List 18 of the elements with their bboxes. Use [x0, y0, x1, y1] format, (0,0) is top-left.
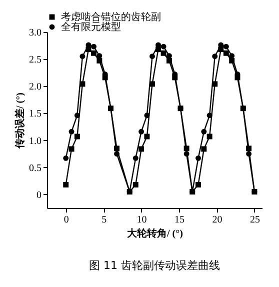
y-axis-title: 传动误差/ (°): [14, 92, 26, 150]
y-tick-label: 2.5: [29, 54, 42, 66]
x-tick-label: 20: [212, 214, 222, 226]
y-tick-label: 1.0: [29, 136, 42, 147]
legend-label: 全有限元模型: [61, 21, 121, 33]
y-tick-label: 1.5: [29, 108, 42, 120]
y-tick-label: 3.0: [29, 28, 42, 38]
text: 图 11 齿轮副传动误差曲线: [89, 259, 220, 272]
x-tick-label: 25: [250, 214, 260, 226]
y-tick-label: 2.0: [29, 82, 42, 93]
x-tick-label: 5: [102, 214, 107, 226]
y-tick-label: 0: [36, 190, 42, 201]
x-tick-label: 10: [136, 214, 147, 226]
legend-label: 考虑啮合错位的齿轮副: [61, 11, 161, 23]
x-axis-title: 大轮转角/ (°): [126, 228, 183, 240]
x-tick-label: 0: [64, 214, 69, 226]
y-tick-label: 0.5: [29, 162, 42, 174]
x-tick-label: 15: [174, 214, 185, 226]
